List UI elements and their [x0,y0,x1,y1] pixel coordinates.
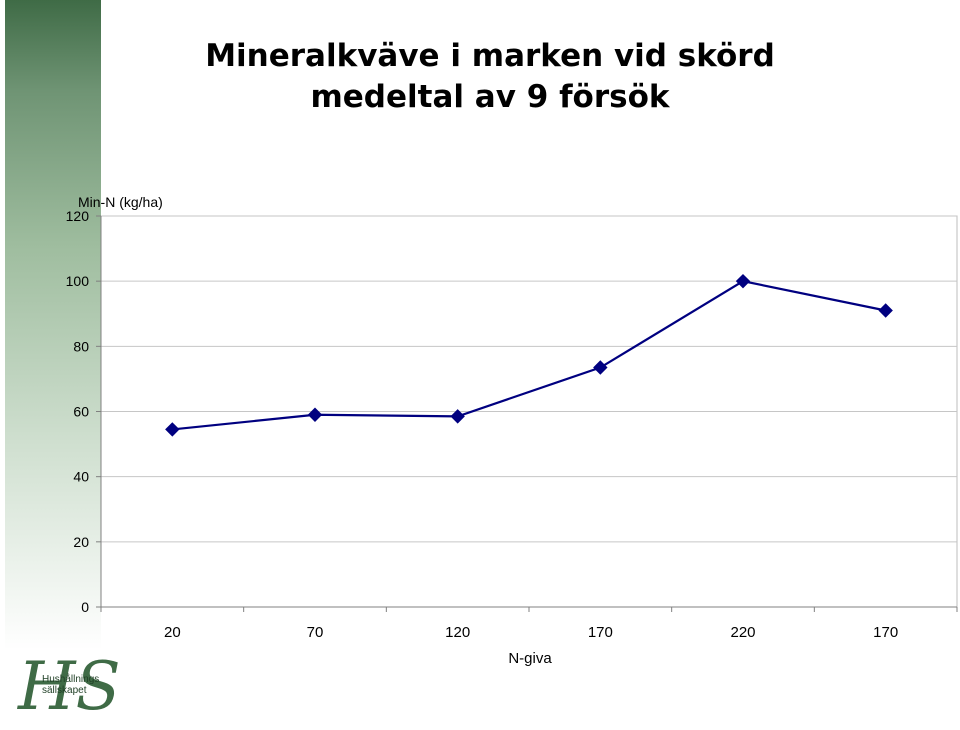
x-tick-label: 120 [445,624,470,641]
y-tick-label: 20 [73,534,89,550]
x-tick-label: 170 [588,624,613,641]
logo-line-2: sällskapet [42,685,87,696]
logo-text: Hushållnings sällskapet [42,674,99,696]
logo-mark-icon: HS [18,648,121,725]
y-axis-label: Min-N (kg/ha) [78,194,163,210]
x-axis-label: N-giva [508,650,552,667]
hushallningssallskapet-logo: HS Hushållnings sällskapet [6,652,121,726]
data-point-marker [165,422,180,437]
y-tick-label: 100 [66,273,90,289]
y-tick-label: 0 [81,599,89,615]
data-point-marker [593,360,608,375]
data-point-marker [307,407,323,422]
data-point-marker [735,273,751,289]
y-tick-label: 120 [66,208,90,224]
logo-line-1: Hushållnings [42,674,100,685]
slide-title: Mineralkväve i marken vid skörd medeltal… [120,36,860,118]
x-tick-label: 20 [164,624,181,641]
series-line [172,280,886,431]
title-line-2: medeltal av 9 försök [310,79,670,115]
y-tick-label: 80 [73,338,89,354]
title-line-1: Mineralkväve i marken vid skörd [205,38,775,74]
y-tick-label: 40 [73,469,89,485]
x-tick-label: 220 [730,624,755,641]
decorative-side-band [5,0,101,650]
data-point-marker [878,303,893,318]
data-point-marker [450,409,465,424]
x-tick-label: 70 [307,624,324,641]
x-tick-label: 170 [873,624,898,641]
y-tick-label: 60 [73,404,89,420]
